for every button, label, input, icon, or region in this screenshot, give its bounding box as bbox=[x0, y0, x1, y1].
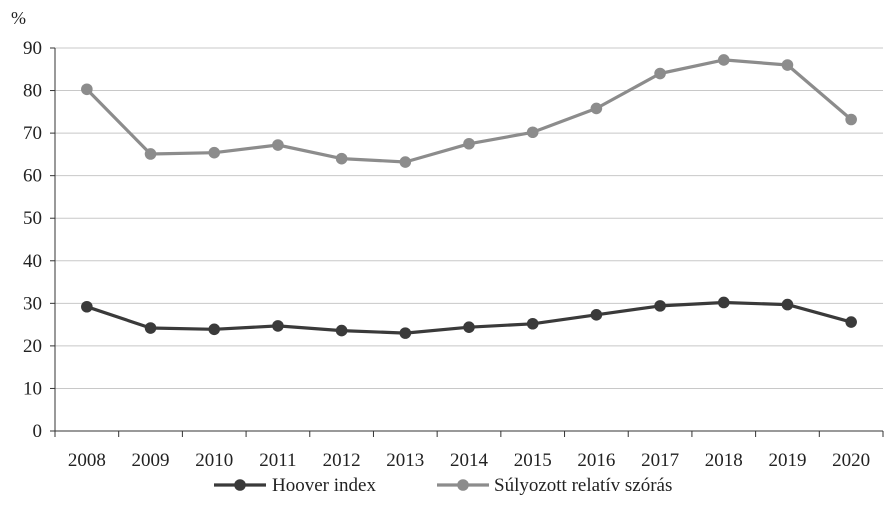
data-point bbox=[590, 102, 603, 115]
y-tick-label: 70 bbox=[23, 123, 42, 144]
data-point bbox=[399, 156, 412, 168]
x-tick-label: 2018 bbox=[705, 450, 743, 471]
data-point bbox=[81, 83, 93, 96]
x-tick-label: 2019 bbox=[768, 450, 806, 471]
y-axis: 0 10 20 30 40 50 60 70 80 90 bbox=[23, 38, 56, 442]
y-tick-label: 40 bbox=[23, 251, 42, 272]
data-point bbox=[463, 321, 475, 333]
legend-label: Súlyozott relatív szórás bbox=[494, 475, 672, 496]
x-tick-label: 2017 bbox=[641, 450, 679, 471]
series-0 bbox=[81, 296, 857, 339]
data-point bbox=[590, 309, 603, 321]
x-tick-label: 2020 bbox=[832, 450, 870, 471]
y-axis-unit-label: % bbox=[11, 8, 26, 28]
x-tick-label: 2015 bbox=[514, 450, 552, 471]
x-tick-label: 2013 bbox=[386, 450, 424, 471]
data-point bbox=[717, 54, 730, 66]
data-point bbox=[845, 113, 857, 126]
data-point bbox=[335, 152, 348, 165]
data-point bbox=[781, 59, 794, 71]
data-point bbox=[144, 148, 157, 160]
legend-label: Hoover index bbox=[272, 475, 376, 496]
legend-marker bbox=[457, 479, 469, 491]
x-tick-label: 2016 bbox=[577, 450, 615, 471]
data-point bbox=[208, 146, 221, 159]
x-tick-label: 2008 bbox=[68, 450, 106, 471]
data-point bbox=[335, 324, 348, 337]
data-point bbox=[81, 300, 93, 313]
data-point bbox=[272, 320, 284, 332]
x-tick-label: 2009 bbox=[132, 450, 170, 471]
gridlines bbox=[55, 47, 883, 389]
data-point bbox=[399, 327, 412, 339]
x-tick-label: 2011 bbox=[259, 450, 296, 471]
data-point bbox=[717, 296, 730, 309]
data-point bbox=[272, 139, 284, 151]
x-tick-label: 2010 bbox=[195, 450, 233, 471]
x-axis: 2008 2009 2010 2011 2012 2013 2014 2015 2016 2017… bbox=[54, 430, 884, 471]
y-tick-label: 90 bbox=[23, 38, 42, 59]
y-tick-label: 60 bbox=[23, 166, 42, 187]
legend-item-1: Súlyozott relatív szórás bbox=[437, 475, 672, 496]
legend: Hoover index Súlyozott relatív szórás bbox=[214, 475, 672, 496]
data-point bbox=[208, 323, 221, 336]
data-point bbox=[526, 126, 539, 139]
y-tick-label: 20 bbox=[23, 336, 42, 357]
series-layer bbox=[81, 54, 857, 339]
legend-marker bbox=[234, 479, 246, 491]
y-tick-label: 0 bbox=[33, 421, 43, 442]
y-tick-label: 80 bbox=[23, 81, 42, 102]
data-point bbox=[654, 67, 666, 80]
data-point bbox=[463, 137, 475, 150]
y-tick-label: 50 bbox=[23, 208, 42, 229]
data-point bbox=[526, 317, 539, 330]
y-tick-label: 10 bbox=[23, 378, 42, 399]
y-tick-label: 30 bbox=[23, 293, 42, 314]
x-tick-label: 2012 bbox=[323, 450, 361, 471]
series-1 bbox=[81, 54, 857, 168]
x-tick-label: 2014 bbox=[450, 450, 489, 471]
legend-item-0: Hoover index bbox=[214, 475, 376, 496]
data-point bbox=[781, 298, 794, 311]
data-point bbox=[654, 300, 666, 312]
data-point bbox=[144, 322, 157, 334]
data-point bbox=[845, 316, 857, 328]
